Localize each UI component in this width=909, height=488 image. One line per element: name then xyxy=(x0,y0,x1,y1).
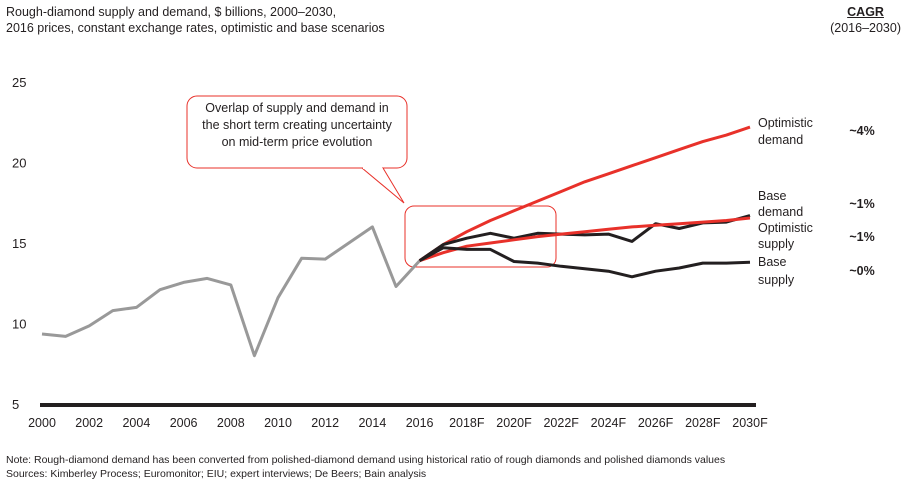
series-line-historical xyxy=(41,225,421,358)
y-tick-label: 10 xyxy=(12,317,26,332)
x-tick-label: 2008 xyxy=(217,416,245,430)
x-tick-label: 2016 xyxy=(406,416,434,430)
x-tick-label: 2024F xyxy=(591,416,627,430)
title-line-2: 2016 prices, constant exchange rates, op… xyxy=(6,21,385,35)
series-label-optimistic-supply: Optimistic xyxy=(758,221,813,235)
x-axis xyxy=(40,403,756,407)
sources-text: Sources: Kimberley Process; Euromonitor;… xyxy=(6,468,427,480)
cagr-value-base-demand: ~1% xyxy=(849,197,874,211)
cagr-period: (2016–2030) xyxy=(830,21,901,35)
series-line-base-supply xyxy=(418,246,751,279)
series-label-optimistic-demand: demand xyxy=(758,133,803,147)
x-tick-label: 2006 xyxy=(170,416,198,430)
cagr-header: CAGR (2016–2030) xyxy=(830,4,901,36)
series-label-optimistic-demand: Optimistic xyxy=(758,116,813,130)
cagr-value-base-supply: ~0% xyxy=(849,264,874,278)
title-line-1: Rough-diamond supply and demand, $ billi… xyxy=(6,5,337,19)
x-tick-label: 2030F xyxy=(732,416,768,430)
series-label-optimistic-supply: supply xyxy=(758,237,795,251)
overlap-highlight-box xyxy=(404,205,557,268)
x-tick-label: 2020F xyxy=(496,416,532,430)
cagr-value-optimistic-supply: ~1% xyxy=(849,230,874,244)
y-tick-label: 5 xyxy=(12,397,19,412)
x-tick-label: 2014 xyxy=(358,416,386,430)
callout-line: Overlap of supply and demand in xyxy=(205,101,389,115)
x-tick-label: 2010 xyxy=(264,416,292,430)
x-tick-label: 2028F xyxy=(685,416,721,430)
callout-line: the short term creating uncertainty xyxy=(202,118,392,132)
x-tick-label: 2022F xyxy=(543,416,579,430)
x-tick-label: 2000 xyxy=(28,416,56,430)
callout-line: on mid-term price evolution xyxy=(221,135,373,149)
x-tick-label: 2004 xyxy=(122,416,150,430)
series-label-base-supply: supply xyxy=(758,273,795,287)
cagr-value-optimistic-demand: ~4% xyxy=(849,124,874,138)
series-line-base-demand xyxy=(418,214,751,262)
series-line-optimistic-demand xyxy=(418,125,751,262)
callout-box xyxy=(186,95,408,169)
chart-title: Rough-diamond supply and demand, $ billi… xyxy=(6,4,385,36)
x-tick-label: 2026F xyxy=(638,416,674,430)
series-label-base-demand: demand xyxy=(758,205,803,219)
x-tick-label: 2018F xyxy=(449,416,485,430)
callout-text: Overlap of supply and demand in the shor… xyxy=(187,96,407,168)
series-label-base-demand: Base xyxy=(758,189,787,203)
footnote: Note: Rough-diamond demand has been conv… xyxy=(6,453,725,481)
cagr-title: CAGR xyxy=(847,5,884,19)
note-text: Note: Rough-diamond demand has been conv… xyxy=(6,454,726,466)
y-tick-label: 25 xyxy=(12,75,26,90)
series-label-base-supply: Base xyxy=(758,255,787,269)
series-line-optimistic-supply xyxy=(419,216,751,263)
x-tick-label: 2002 xyxy=(75,416,103,430)
x-tick-label: 2012 xyxy=(311,416,339,430)
y-tick-label: 20 xyxy=(12,156,26,171)
y-tick-label: 15 xyxy=(12,236,26,251)
callout-pointer xyxy=(361,167,405,204)
